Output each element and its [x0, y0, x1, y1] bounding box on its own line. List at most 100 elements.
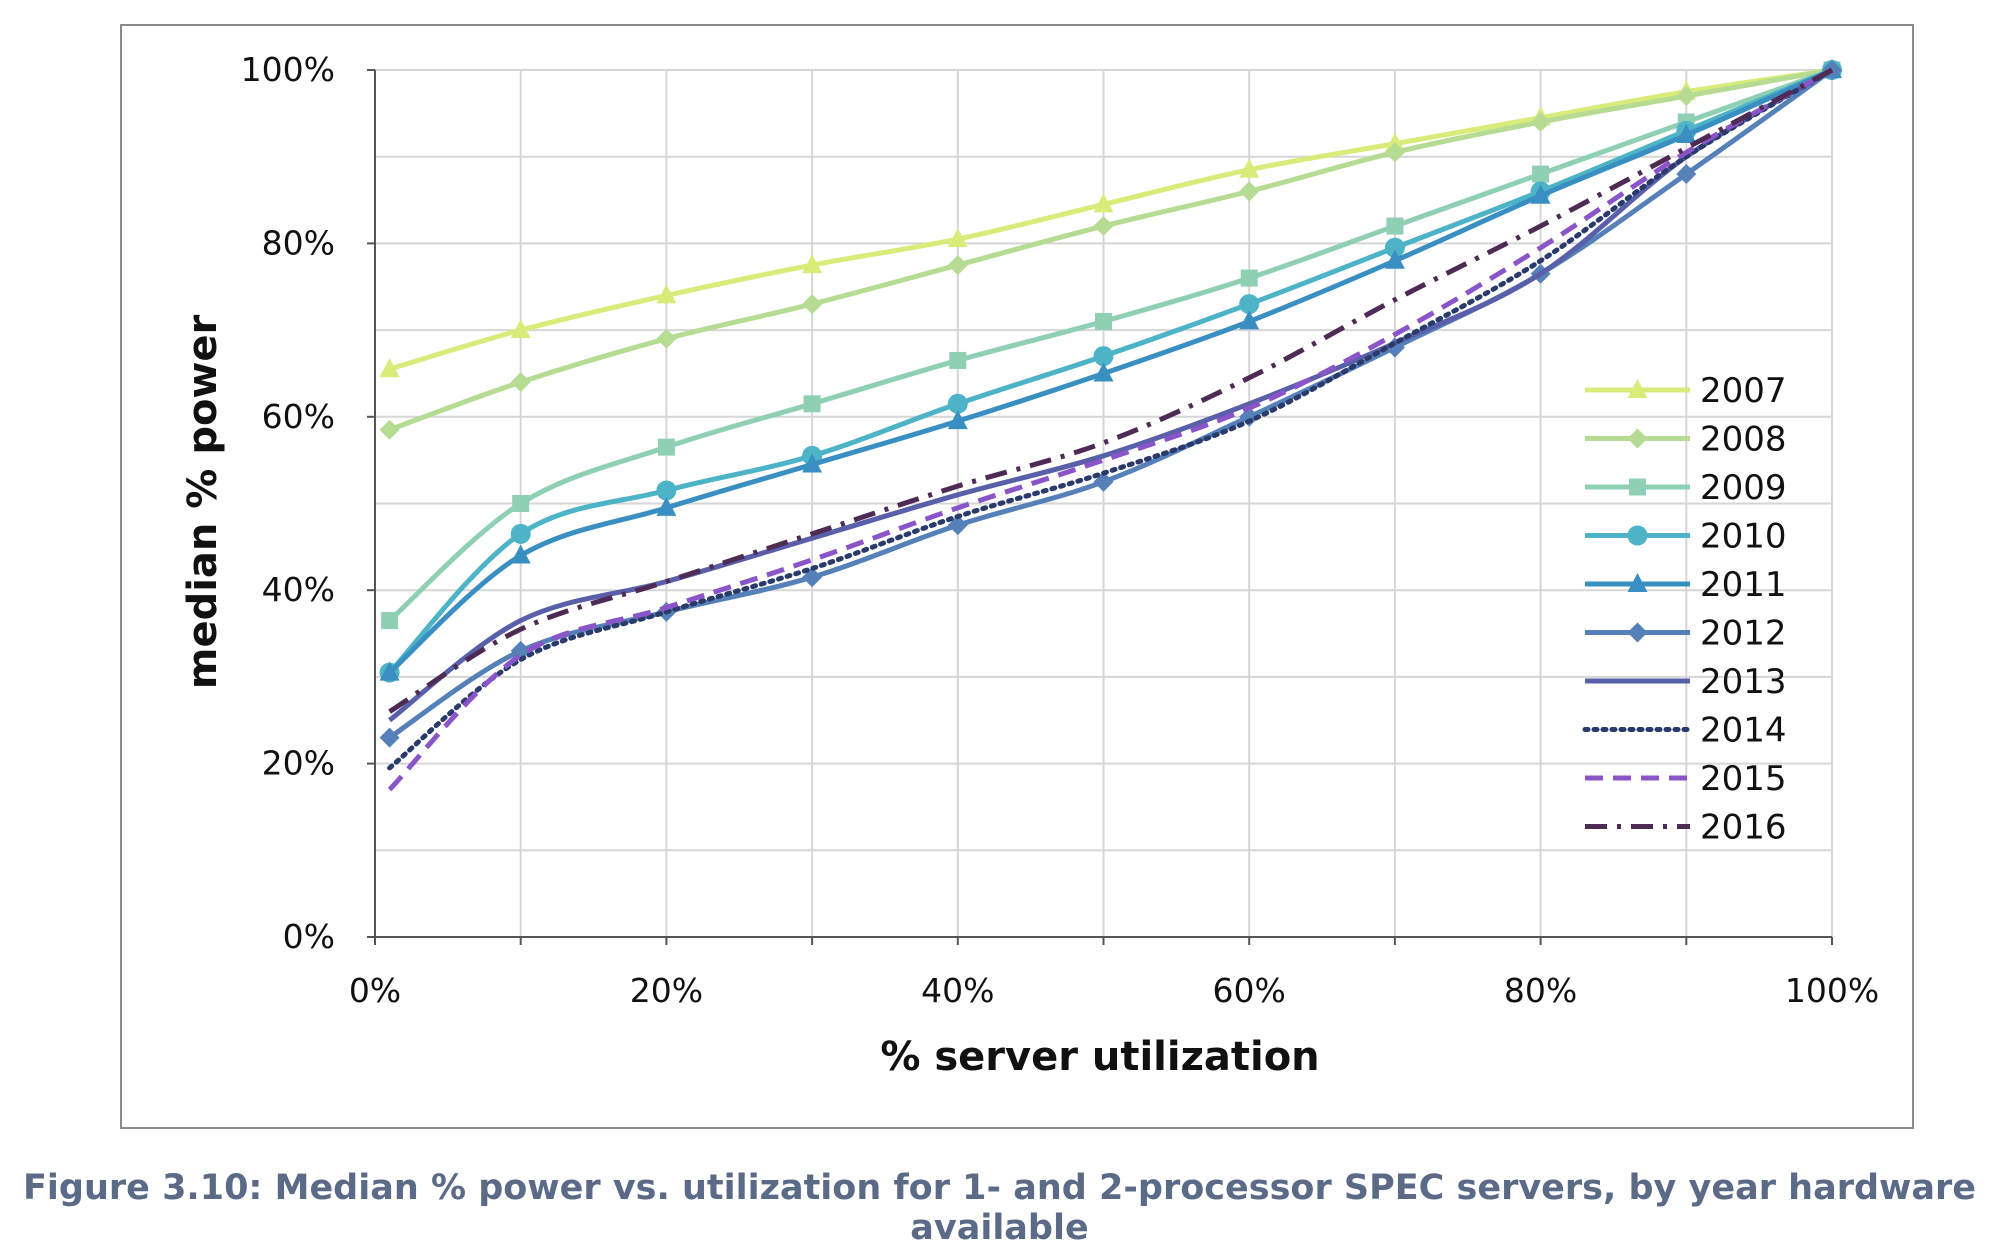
legend-item-2009: 2009 [1585, 468, 1787, 508]
legend-item-2010: 2010 [1585, 517, 1787, 557]
series-line-2008 [388, 67, 1833, 433]
legend-label: 2014 [1700, 711, 1787, 751]
series-line-2012 [388, 67, 1834, 740]
legend-item-2008: 2008 [1585, 420, 1787, 460]
x-tick-label: 60% [1213, 971, 1286, 1010]
axes: 0% 20% 40% 60% 80% 100% 0% 20% 40% 60% 80% 100% [241, 50, 1880, 1010]
series-line-2013 [388, 67, 1834, 723]
x-axis-title: % server utilization [880, 1034, 1319, 1080]
square-marker [1240, 269, 1258, 287]
triangle-marker [510, 544, 531, 564]
chart-frame [120, 24, 1914, 1129]
diamond-marker [379, 727, 400, 748]
series-2008 [379, 60, 1842, 440]
legend-item-2015: 2015 [1585, 759, 1787, 799]
legend-label: 2015 [1700, 759, 1787, 799]
legend-label: 2008 [1700, 420, 1787, 460]
legend-label: 2007 [1700, 371, 1787, 411]
figure-caption: Figure 3.10: Median % power vs. utilizat… [23, 1168, 1976, 1248]
triangle-marker [1093, 193, 1114, 213]
series-2013 [388, 67, 1834, 723]
circle-marker [510, 523, 531, 544]
triangle-marker [1627, 379, 1648, 398]
triangle-marker [1093, 362, 1114, 382]
legend-item-2011: 2011 [1585, 565, 1787, 605]
y-tick-label: 60% [262, 397, 335, 436]
diamond-marker [1530, 112, 1551, 133]
series-lines [379, 59, 1842, 792]
x-tick-label: 0% [349, 971, 401, 1010]
diamond-marker [1627, 622, 1648, 643]
gridlines [375, 69, 1833, 937]
diamond-marker [1627, 428, 1648, 449]
diamond-marker [379, 419, 400, 440]
x-tick-label: 20% [630, 971, 703, 1010]
series-2014 [387, 67, 1835, 771]
triangle-marker [947, 410, 968, 430]
legend-label: 2012 [1700, 614, 1787, 654]
diamond-marker [1676, 86, 1697, 107]
triangle-marker [1530, 184, 1551, 204]
legend-label: 2016 [1700, 808, 1787, 848]
diamond-marker [1676, 164, 1697, 185]
square-marker [657, 438, 675, 456]
series-line-2014 [387, 67, 1835, 771]
legend: 2007 2008 2009 2010 2011 2012 2013 2014 2015 2016 [1582, 371, 1787, 848]
x-tick-label: 80% [1504, 971, 1577, 1010]
triangle-marker [379, 661, 400, 681]
circle-marker [1239, 294, 1260, 315]
series-2011 [379, 59, 1842, 681]
triangle-marker [1384, 132, 1405, 152]
square-marker [949, 351, 967, 369]
circle-marker [1627, 525, 1648, 546]
triangle-marker [1239, 158, 1260, 178]
triangle-marker [802, 453, 823, 473]
y-tick-label: 80% [262, 223, 335, 262]
diamond-marker [1239, 181, 1260, 202]
triangle-marker [947, 228, 968, 248]
circle-marker [1384, 237, 1405, 258]
y-tick-label: 0% [283, 917, 335, 956]
circle-marker [656, 480, 677, 501]
legend-item-2013: 2013 [1585, 662, 1787, 702]
square-marker [1386, 217, 1404, 235]
series-2009 [381, 61, 1841, 630]
legend-item-2012: 2012 [1585, 614, 1787, 654]
diamond-marker [656, 328, 677, 349]
y-tick-label: 100% [241, 50, 335, 89]
triangle-marker [1239, 310, 1260, 330]
diamond-marker [1093, 216, 1114, 237]
legend-label: 2011 [1700, 565, 1787, 605]
x-tick-label: 100% [1785, 971, 1879, 1010]
square-marker [1095, 312, 1112, 330]
circle-marker [1093, 346, 1114, 367]
series-line-2016 [388, 67, 1834, 714]
legend-label: 2010 [1700, 517, 1787, 557]
triangle-marker [656, 284, 677, 304]
legend-item-2014: 2014 [1582, 711, 1787, 751]
y-tick-label: 40% [262, 570, 335, 609]
triangle-marker [1627, 573, 1648, 592]
triangle-marker [379, 358, 400, 378]
triangle-marker [656, 496, 677, 516]
series-2016 [388, 67, 1834, 714]
series-2015 [387, 67, 1834, 792]
diamond-marker [1384, 142, 1405, 163]
square-marker [512, 495, 530, 512]
square-marker [1532, 165, 1550, 183]
triangle-marker [1676, 124, 1697, 144]
y-axis-title: median % power [180, 314, 226, 689]
legend-item-2016: 2016 [1585, 808, 1787, 848]
triangle-marker [802, 254, 823, 274]
triangle-marker [510, 319, 531, 339]
triangle-marker [1384, 249, 1405, 269]
power-vs-utilization-chart: 0% 20% 40% 60% 80% 100% 0% 20% 40% 60% 80% 100% 200… [180, 50, 1880, 1080]
x-tick-label: 40% [921, 971, 994, 1010]
y-tick-label: 20% [262, 744, 335, 783]
square-marker [1629, 478, 1646, 496]
legend-item-2007: 2007 [1585, 371, 1787, 411]
square-marker [381, 612, 399, 630]
diamond-marker [947, 255, 968, 276]
diamond-marker [510, 372, 531, 393]
legend-label: 2009 [1700, 468, 1787, 508]
